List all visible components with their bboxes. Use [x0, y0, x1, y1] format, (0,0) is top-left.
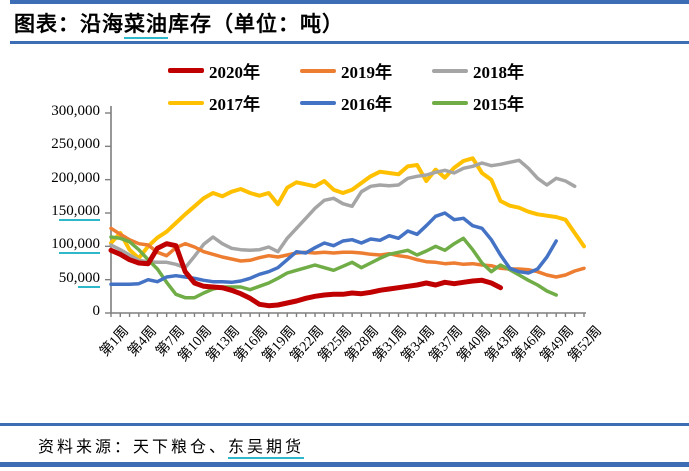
series-line-2018 [109, 158, 577, 270]
y-axis-label: 200,000 [51, 169, 100, 186]
source-prefix: 资料来源：天下粮仓、 [38, 439, 229, 456]
legend-item-2015: 2015年 [432, 90, 564, 115]
legend-item-2020: 2020年 [168, 58, 300, 83]
axis-lines [110, 106, 586, 314]
legend-swatch-2019 [300, 68, 336, 73]
legend-item-2019: 2019年 [300, 58, 432, 83]
y-axis-label: 100,000 [51, 236, 100, 255]
legend-label: 2015年 [473, 95, 524, 114]
legend-swatch-2016 [300, 100, 336, 105]
legend-item-2018: 2018年 [432, 58, 564, 83]
y-axis-label: 150,000 [51, 203, 100, 221]
legend-label: 2019年 [341, 63, 392, 82]
title-divider [10, 41, 689, 44]
series-line-2016 [109, 211, 558, 287]
chart-title-underlined: 菜油 [124, 12, 168, 39]
series-line-2017 [109, 156, 586, 261]
y-axis-label: 250,000 [51, 136, 100, 153]
legend-label: 2018年 [473, 63, 524, 82]
series-line-2020 [108, 241, 503, 309]
legend-label: 2017年 [209, 95, 260, 114]
legend-swatch-2015 [432, 100, 468, 105]
y-axis-label: 0 [92, 303, 101, 319]
legend-label: 2020年 [209, 63, 260, 82]
y-axis-label: 300,000 [51, 103, 100, 119]
legend-item-2017: 2017年 [168, 90, 300, 115]
chart-title-suffix: 库存（单位：吨） [168, 12, 344, 36]
chart-legend: 2020年 2019年 2018年 2017年 2016年 2015年 [168, 58, 588, 115]
chart-title: 图表：沿海菜油库存（单位：吨） [14, 8, 344, 39]
source-link: 东吴期货 [228, 439, 305, 459]
bottom-divider [0, 462, 689, 467]
series-line-2015 [109, 235, 558, 300]
top-divider [10, 0, 689, 4]
legend-label: 2016年 [341, 95, 392, 114]
legend-swatch-2017 [168, 100, 204, 105]
y-axis-label: 50,000 [58, 269, 100, 288]
legend-swatch-2018 [432, 68, 468, 73]
source-top-divider [0, 423, 689, 426]
legend-swatch-2020 [168, 68, 204, 73]
legend-item-2016: 2016年 [300, 90, 432, 115]
source-line: 资料来源：天下粮仓、东吴期货 [38, 433, 305, 459]
chart-title-prefix: 图表：沿海 [14, 12, 124, 36]
